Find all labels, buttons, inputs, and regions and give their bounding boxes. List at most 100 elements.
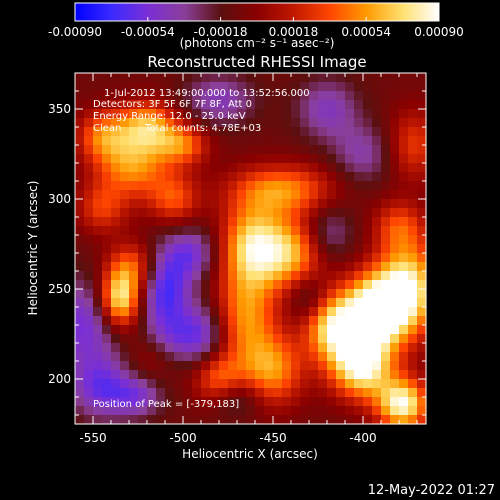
heatmap-cell: [156, 415, 166, 425]
heatmap-cell: [102, 415, 112, 425]
heatmap-cell: [210, 316, 220, 326]
heatmap-cell: [291, 334, 301, 344]
heatmap-cell: [120, 127, 130, 137]
heatmap-cell: [300, 343, 310, 353]
heatmap-cell: [282, 307, 292, 317]
heatmap-cell: [381, 208, 391, 218]
heatmap-cell: [201, 226, 211, 236]
heatmap-cell: [120, 190, 130, 200]
heatmap-cell: [318, 109, 328, 119]
heatmap-cell: [228, 109, 238, 119]
heatmap-cell: [363, 325, 373, 335]
heatmap-cell: [201, 100, 211, 110]
heatmap-cell: [255, 172, 265, 182]
heatmap-cell: [417, 163, 427, 173]
heatmap-cell: [228, 307, 238, 317]
heatmap-cell: [75, 316, 85, 326]
heatmap-cell: [363, 73, 373, 83]
heatmap-cell: [273, 199, 283, 209]
heatmap-cell: [282, 235, 292, 245]
heatmap-cell: [372, 73, 382, 83]
heatmap-cell: [264, 316, 274, 326]
heatmap-cell: [210, 379, 220, 389]
heatmap-cell: [237, 325, 247, 335]
heatmap-cell: [309, 352, 319, 362]
heatmap-cell: [93, 325, 103, 335]
heatmap-cell: [336, 235, 346, 245]
heatmap-cell: [399, 343, 409, 353]
heatmap-cell: [354, 244, 364, 254]
heatmap-cell: [174, 226, 184, 236]
heatmap-cell: [174, 73, 184, 83]
heatmap-cell: [228, 226, 238, 236]
heatmap-cell: [372, 208, 382, 218]
heatmap-cell: [147, 406, 157, 416]
heatmap-cell: [363, 226, 373, 236]
heatmap-cell: [228, 127, 238, 137]
heatmap-cell: [129, 226, 139, 236]
heatmap-cell: [300, 325, 310, 335]
heatmap-cell: [417, 127, 427, 137]
heatmap-cell: [201, 235, 211, 245]
heatmap-cell: [102, 172, 112, 182]
heatmap-cell: [354, 271, 364, 281]
heatmap-cell: [183, 127, 193, 137]
heatmap-cell: [246, 154, 256, 164]
heatmap-cell: [336, 73, 346, 83]
heatmap-cell: [291, 361, 301, 371]
heatmap-cell: [390, 262, 400, 272]
heatmap-cell: [309, 325, 319, 335]
heatmap-cell: [264, 109, 274, 119]
heatmap-cell: [318, 298, 328, 308]
heatmap-cell: [300, 379, 310, 389]
heatmap-cell: [309, 154, 319, 164]
heatmap-cell: [318, 415, 328, 425]
colorbar-gradient: [75, 3, 439, 21]
heatmap-cell: [246, 118, 256, 128]
heatmap-cell: [93, 172, 103, 182]
heatmap-cell: [219, 181, 229, 191]
heatmap-cell: [417, 118, 427, 128]
heatmap-cell: [273, 370, 283, 380]
heatmap-cell: [147, 145, 157, 155]
heatmap-cell: [147, 316, 157, 326]
heatmap-cell: [165, 388, 175, 398]
heatmap-cell: [246, 253, 256, 263]
heatmap-cell: [309, 379, 319, 389]
heatmap-cell: [102, 235, 112, 245]
heatmap-cell: [372, 199, 382, 209]
heatmap-cell: [255, 388, 265, 398]
heatmap-cell: [111, 181, 121, 191]
heatmap-cell: [111, 244, 121, 254]
heatmap-cell: [327, 253, 337, 263]
heatmap-cell: [246, 316, 256, 326]
heatmap-cell: [336, 406, 346, 416]
heatmap-cell: [156, 181, 166, 191]
heatmap-cell: [255, 271, 265, 281]
heatmap-cell: [102, 127, 112, 137]
heatmap-cell: [363, 370, 373, 380]
colorbar-tick-label: 0.00090: [414, 25, 464, 39]
heatmap-cell: [336, 298, 346, 308]
heatmap-cell: [84, 127, 94, 137]
heatmap-cell: [165, 163, 175, 173]
heatmap-cell: [372, 226, 382, 236]
heatmap-cell: [120, 181, 130, 191]
heatmap-cell: [183, 145, 193, 155]
heatmap-cell: [237, 100, 247, 110]
heatmap-cell: [165, 235, 175, 245]
heatmap-cell: [318, 262, 328, 272]
heatmap-cell: [372, 253, 382, 263]
heatmap-cell: [309, 289, 319, 299]
heatmap-cell: [291, 415, 301, 425]
heatmap-cell: [228, 136, 238, 146]
heatmap-cell: [138, 325, 148, 335]
heatmap-cell: [300, 208, 310, 218]
heatmap-cell: [318, 181, 328, 191]
heatmap-cell: [147, 82, 157, 92]
colorbar-tick-label: -0.00054: [121, 25, 175, 39]
heatmap-cell: [138, 190, 148, 200]
heatmap-cell: [183, 217, 193, 227]
heatmap-cell: [192, 118, 202, 128]
heatmap-cell: [309, 190, 319, 200]
